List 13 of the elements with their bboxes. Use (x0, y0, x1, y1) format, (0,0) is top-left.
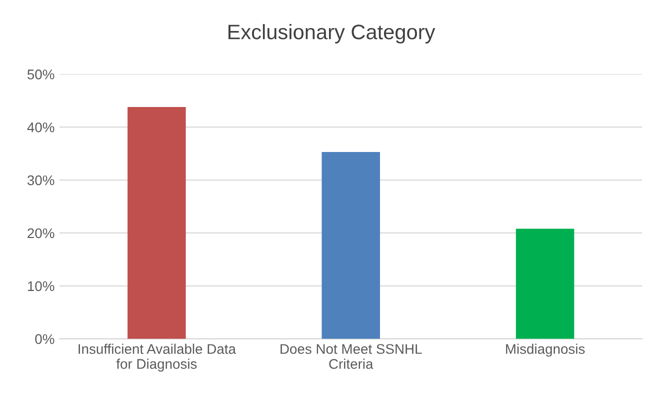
y-tick-label: 30% (27, 175, 54, 186)
bar (516, 228, 574, 339)
y-tick-label: 0% (35, 334, 54, 344)
x-tick-label: Does Not Meet SSNHL Criteria (280, 344, 422, 369)
bar (128, 107, 186, 339)
y-tick-label: 20% (28, 228, 54, 238)
chart-title: Exclusionary Category (228, 24, 436, 44)
x-tick-label: Misdiagnosis (506, 344, 585, 357)
y-tick-label: 50% (27, 70, 54, 80)
bar (322, 152, 380, 339)
y-tick-label: 10% (28, 281, 54, 292)
y-tick-label: 40% (27, 122, 54, 132)
x-tick-label: Insufficient Available Data for Diagnosis (78, 344, 236, 372)
